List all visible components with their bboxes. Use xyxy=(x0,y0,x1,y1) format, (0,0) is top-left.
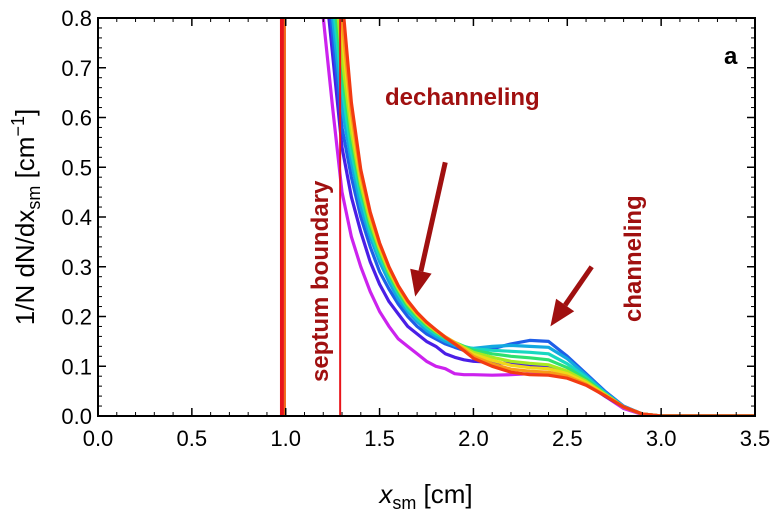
y-axis-label: 1/N dN/dxsm [cm−1] xyxy=(8,109,44,325)
x-axis-label: xsm [cm] xyxy=(377,479,472,513)
y-axis-label-sup: −1 xyxy=(8,116,28,137)
arrow-shaft-2 xyxy=(563,265,594,307)
x-axis-label-main: x xyxy=(377,479,393,509)
y-tick-label: 0.1 xyxy=(61,354,92,379)
y-axis-label-unit-open: [cm xyxy=(10,137,40,186)
y-tick-label: 0.6 xyxy=(61,106,92,131)
series-line-2 xyxy=(327,18,755,416)
y-axis-label-prefix: 1/N dN/dx xyxy=(10,210,40,326)
y-axis-label-sub: sm xyxy=(24,186,44,210)
series-line-6 xyxy=(334,18,755,416)
series-line-8 xyxy=(338,18,755,416)
arrow-head-1 xyxy=(410,268,432,297)
y-tick-label: 0.8 xyxy=(61,6,92,31)
y-tick-label: 0.0 xyxy=(61,404,92,429)
plot-frame xyxy=(97,17,756,417)
x-tick-label: 0.5 xyxy=(177,426,208,451)
series-line-10 xyxy=(342,18,755,416)
series-line-7 xyxy=(336,18,755,416)
x-axis-label-unit: [cm] xyxy=(416,479,472,509)
series-line-9 xyxy=(340,18,755,416)
y-tick-label: 0.5 xyxy=(61,155,92,180)
channeling-label: channeling xyxy=(620,195,647,322)
y-tick-label: 0.4 xyxy=(61,205,92,230)
y-tick-label: 0.2 xyxy=(61,305,92,330)
septum-boundary-label: septum boundary xyxy=(307,180,334,382)
annotation-layer: septum boundary dechanneling channeling xyxy=(307,84,647,382)
arrow-head-2 xyxy=(550,298,575,327)
x-tick-label: 2.0 xyxy=(458,426,489,451)
y-tick-label: 0.7 xyxy=(61,56,92,81)
x-tick-label: 1.0 xyxy=(270,426,301,451)
x-tick-label: 3.5 xyxy=(740,426,771,451)
dechanneling-label: dechanneling xyxy=(385,84,540,111)
series-line-4 xyxy=(331,18,755,416)
x-tick-label: 3.0 xyxy=(646,426,677,451)
tick-layer: 0.0 0.5 1.0 1.5 2.0 2.5 3.0 3.5 0.0 0.1 0.2 0.3 0.4 0… xyxy=(61,6,770,451)
x-axis-label-sub: sm xyxy=(392,493,416,513)
x-tick-label: 2.5 xyxy=(552,426,583,451)
series-line-3 xyxy=(329,18,755,416)
series-layer xyxy=(321,18,755,416)
panel-label: a xyxy=(724,43,738,70)
x-tick-label: 0.0 xyxy=(83,426,114,451)
y-axis-label-unit-close: ] xyxy=(10,109,40,116)
x-tick-label: 1.5 xyxy=(364,426,395,451)
series-line-5 xyxy=(332,18,755,416)
boundary-layer xyxy=(279,18,342,416)
series-line-1 xyxy=(321,18,755,416)
y-tick-label: 0.3 xyxy=(61,255,92,280)
arrow-shaft-1 xyxy=(418,161,448,272)
